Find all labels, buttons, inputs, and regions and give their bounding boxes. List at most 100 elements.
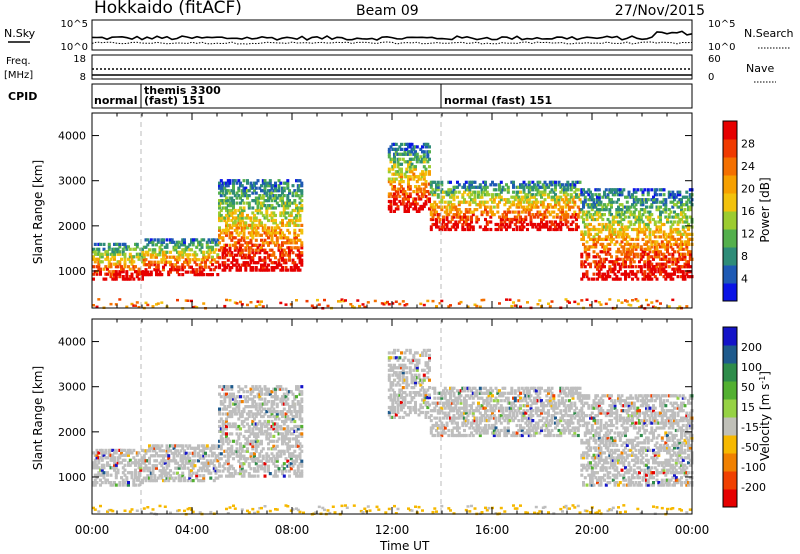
scatter-cell [113,252,116,256]
scatter-cell [223,387,227,391]
scatter-cell [389,199,393,204]
scatter-cell [233,253,237,257]
scatter-cell [641,213,645,217]
scatter-cell [214,265,218,269]
scatter-cell [221,442,225,446]
scatter-cell [450,208,454,212]
scatter-cell [296,238,300,242]
scatter-cell [141,478,144,482]
scatter-cell [687,250,690,254]
scatter-cell [485,190,489,194]
scatter-cell [653,230,657,234]
scatter-cell [240,194,244,198]
scatter-cell [589,245,592,249]
scatter-cell [300,417,304,421]
scatter-cell [590,193,594,197]
scatter-cell [289,444,293,448]
scatter-cell [289,410,293,414]
scatter-cell [659,250,662,254]
scatter-cell [274,218,277,223]
scatter-cell [543,198,547,202]
scatter-cell [393,177,396,181]
scatter-cell [181,248,185,252]
ground-scatter-cell [284,504,288,507]
scatter-cell [256,427,260,431]
scatter-cell [547,193,550,197]
scatter-cell [552,205,556,209]
scatter-cell [232,410,235,414]
scatter-cell [274,474,277,478]
scatter-cell [258,427,262,431]
scatter-cell [149,476,153,480]
scatter-cell [629,220,633,224]
scatter-cell [240,218,244,223]
scatter-cell [648,205,652,209]
scatter-cell [228,226,232,230]
scatter-cell [137,463,141,467]
scatter-cell [296,266,300,270]
scatter-cell [641,230,645,234]
scatter-cell [288,407,291,411]
scatter-cell [419,155,423,159]
scatter-cell [226,218,230,223]
scatter-cell [611,232,615,236]
scatter-cell [288,464,291,468]
scatter-cell [163,469,167,473]
scatter-cell [169,260,172,264]
scatter-cell [566,198,570,202]
scatter-cell [653,275,657,279]
scatter-cell [130,255,134,259]
ground-scatter-cell [111,509,115,513]
scatter-cell [582,237,585,241]
scatter-cell [279,449,283,453]
scatter-cell [646,247,650,251]
scatter-cell [209,273,213,277]
scatter-cell [673,257,676,261]
scatter-cell [109,252,113,256]
scatter-cell [646,245,650,249]
scatter-cell [419,204,423,209]
scatter-cell [275,405,279,409]
scatter-cell [403,172,407,176]
scatter-cell [240,184,244,188]
ground-scatter-cell [594,299,598,303]
scatter-cell [219,179,223,183]
scatter-cell [247,204,251,208]
scatter-cell [622,230,626,234]
scatter-cell [184,444,188,448]
scatter-cell [646,198,650,202]
scatter-cell [237,390,241,394]
ground-scatter-cell [659,302,662,305]
scatter-cell [513,210,517,214]
scatter-cell [186,479,190,483]
scatter-cell [258,459,262,463]
scatter-cell [212,466,216,470]
scatter-cell [254,223,258,227]
scatter-cell [183,243,186,247]
scatter-cell [288,417,291,421]
scatter-cell [387,167,391,171]
scatter-cell [422,152,426,156]
scatter-cell [566,193,570,197]
ground-scatter-cell [508,298,512,301]
scatter-cell [160,444,164,448]
scatter-cell [503,198,507,202]
scatter-cell [153,449,157,453]
scatter-cell [270,459,274,463]
scatter-cell [111,250,115,254]
scatter-cell [422,202,426,206]
scatter-cell [244,429,248,433]
scatter-cell [116,260,120,264]
scatter-cell [128,451,132,455]
scatter-cell [205,466,209,470]
scatter-cell [643,270,647,274]
scatter-cell [279,256,283,260]
scatter-cell [223,467,227,471]
scatter-cell [286,206,290,210]
scatter-cell [160,471,164,475]
scatter-cell [512,200,515,204]
scatter-cell [639,227,643,232]
scatter-cell [239,253,242,257]
scatter-cell [639,203,643,207]
scatter-cell [524,183,528,187]
